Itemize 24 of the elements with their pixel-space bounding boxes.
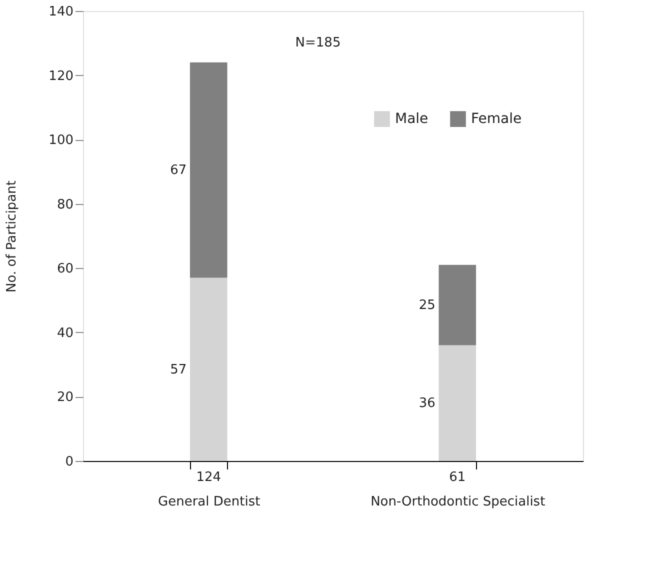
bar xyxy=(190,62,228,278)
total-label: 124 xyxy=(196,470,222,485)
annotation: N=185 xyxy=(295,36,341,50)
y-tick-label: 60 xyxy=(56,262,74,277)
total-label: 61 xyxy=(449,470,466,485)
bar xyxy=(190,278,228,461)
y-tick-label: 40 xyxy=(56,326,74,341)
x-tick-label: General Dentist xyxy=(158,494,260,510)
data-label: 57 xyxy=(170,362,187,378)
data-label: 67 xyxy=(170,163,187,178)
y-axis-title: No. of Participant xyxy=(4,180,20,292)
y-tick-label: 120 xyxy=(48,68,74,84)
y-tick-label: 0 xyxy=(65,454,74,470)
data-label: 36 xyxy=(418,396,436,412)
y-tick-label: 140 xyxy=(48,4,74,20)
legend-label: Female xyxy=(471,111,522,128)
bar xyxy=(438,345,476,461)
bar xyxy=(438,264,476,346)
legend-label: Male xyxy=(395,111,428,128)
x-tick-label: Non-Orthodontic Specialist xyxy=(370,494,546,510)
y-tick-label: 20 xyxy=(56,390,74,406)
y-tick-label: 80 xyxy=(56,197,74,212)
y-tick-label: 100 xyxy=(48,133,74,148)
data-label: 25 xyxy=(418,298,436,314)
